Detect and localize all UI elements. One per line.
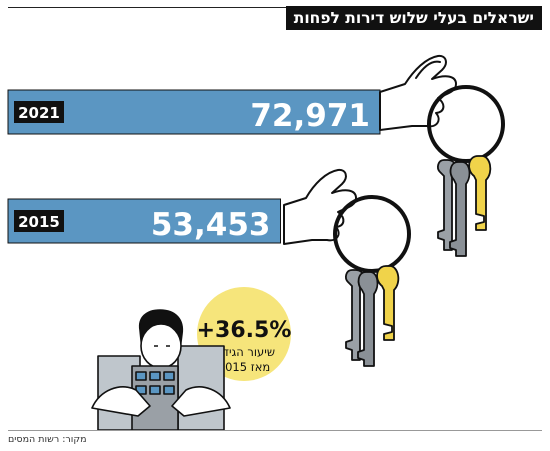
source-note: מקור: רשות המסים — [8, 434, 87, 445]
bottom-rule — [8, 430, 542, 431]
bar-2021 — [7, 89, 381, 135]
hand-keys-illustration-bottom — [283, 168, 411, 273]
keys-bottom — [345, 265, 400, 367]
value-label-2015: 53,453 — [151, 207, 271, 243]
top-rule — [8, 7, 542, 8]
growth-value: +36.5% — [197, 318, 292, 343]
value-label-2021: 72,971 — [250, 98, 370, 134]
category-label-2021: 2021 — [18, 104, 60, 122]
hand-keys-illustration-top — [379, 54, 505, 163]
chart-title: ישראלים בעלי שלוש דירות לפחות — [285, 6, 542, 30]
growth-line1: שיעור הגידול — [213, 345, 275, 359]
category-label-2015: 2015 — [18, 213, 60, 231]
growth-line2: מאז 2015 — [218, 360, 270, 374]
category-label-bg-2021 — [14, 101, 64, 123]
category-label-bg-2015 — [14, 210, 64, 232]
man-buildings-illustration — [91, 309, 231, 431]
keys-top — [437, 155, 492, 257]
